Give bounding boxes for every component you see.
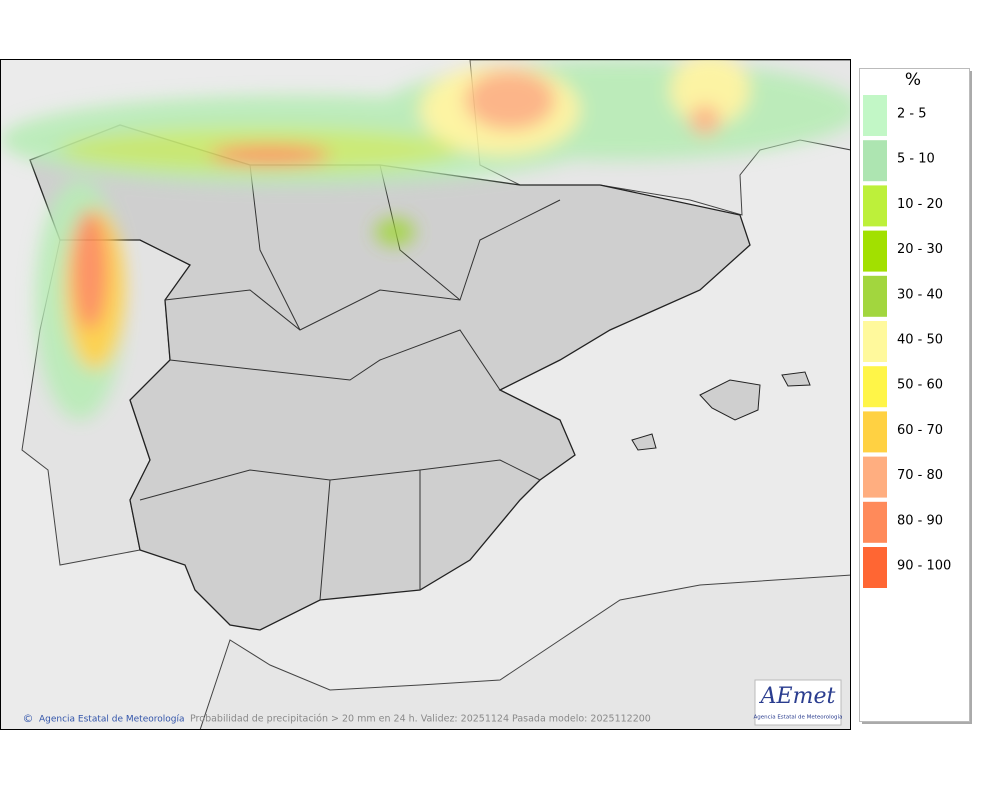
menorca xyxy=(781,371,811,387)
region-borders xyxy=(139,164,561,601)
legend-label: 80 - 90 xyxy=(897,513,943,528)
legend-swatch xyxy=(863,321,887,362)
legend-label: 90 - 100 xyxy=(897,559,951,574)
legend-label: 2 - 5 xyxy=(897,107,927,122)
footer-agency: Agencia Estatal de Meteorología xyxy=(39,715,185,725)
legend-swatch xyxy=(863,140,887,182)
legend-label: 60 - 70 xyxy=(897,423,943,438)
logo: AEmet xyxy=(759,684,836,709)
legend-label: 40 - 50 xyxy=(897,333,943,348)
legend-label: 50 - 60 xyxy=(897,378,943,393)
legend-label: 5 - 10 xyxy=(897,152,935,167)
map-frame xyxy=(0,59,851,730)
legend-label: 10 - 20 xyxy=(897,197,943,212)
map: AEmet Agencia Estatal de Meteorología © … xyxy=(1,60,850,729)
legend-swatch xyxy=(863,547,887,588)
legend-label: 70 - 80 xyxy=(897,468,943,483)
probability-field xyxy=(1,60,850,420)
legend-swatch xyxy=(863,456,887,498)
ibiza xyxy=(631,433,657,451)
logo-subtitle: Agencia Estatal de Meteorología xyxy=(754,714,843,721)
legend-swatch xyxy=(863,185,887,227)
footer-caption: Probabilidad de precipitación > 20 mm en… xyxy=(190,714,651,725)
legend: % 2 - 5 5 - 10 10 - 20 20 - 30 30 - 40 40 - 5… xyxy=(859,68,972,724)
logo-box xyxy=(754,679,842,726)
legend-swatch xyxy=(863,230,887,272)
legend-swatch xyxy=(863,95,887,136)
legend-label: 30 - 40 xyxy=(897,287,943,302)
mallorca xyxy=(699,379,761,421)
legend-swatch xyxy=(863,275,887,317)
legend-swatch xyxy=(863,366,887,408)
legend-label: 20 - 30 xyxy=(897,242,943,257)
legend-swatch xyxy=(863,411,887,453)
legend-swatch xyxy=(863,501,887,543)
spain xyxy=(29,124,751,631)
copyright-symbol: © xyxy=(23,712,34,725)
legend-title: % xyxy=(905,70,921,90)
africa xyxy=(199,574,850,729)
